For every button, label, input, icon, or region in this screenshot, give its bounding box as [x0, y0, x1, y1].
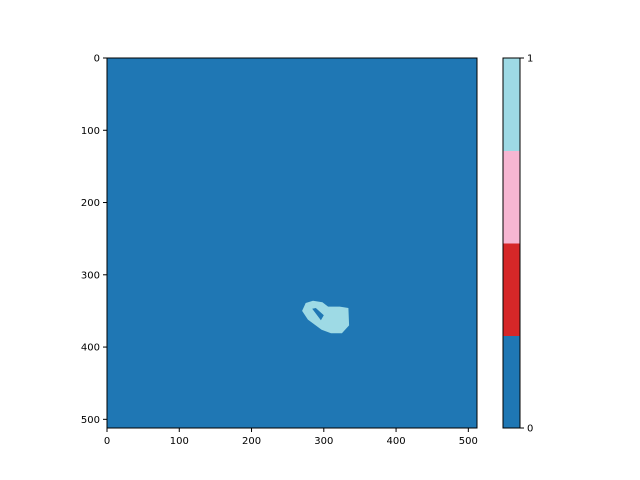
- x-tick-label: 100: [170, 436, 189, 447]
- y-tick-label: 100: [81, 126, 100, 137]
- colorbar-tick-label: 0: [527, 424, 533, 435]
- x-tick-label: 300: [314, 436, 333, 447]
- x-tick-label: 200: [242, 436, 261, 447]
- y-tick-label: 400: [81, 343, 100, 354]
- x-tick-label: 400: [387, 436, 406, 447]
- y-tick-label: 500: [81, 415, 100, 426]
- x-tick-label: 500: [459, 436, 478, 447]
- colorbar-band: [503, 335, 520, 429]
- segmentation-region: [302, 300, 350, 334]
- colorbar-tick-label: 1: [527, 54, 533, 65]
- colorbar: 01: [502, 54, 533, 435]
- heatmap-background: [107, 58, 477, 428]
- colorbar-frame: [502, 57, 521, 429]
- plot-frame: [106, 57, 478, 429]
- colorbar-band: [503, 150, 520, 244]
- y-axis: 0 100 200 300 400 500: [81, 54, 107, 426]
- plot-area: [106, 57, 478, 429]
- x-axis: 0 100 200 300 400 500: [104, 428, 478, 447]
- y-tick-label: 200: [81, 198, 100, 209]
- x-tick-label: 0: [104, 436, 110, 447]
- colorbar-band: [503, 243, 520, 336]
- colorbar-band: [503, 58, 520, 151]
- y-tick-label: 0: [94, 54, 100, 65]
- y-tick-label: 300: [81, 270, 100, 281]
